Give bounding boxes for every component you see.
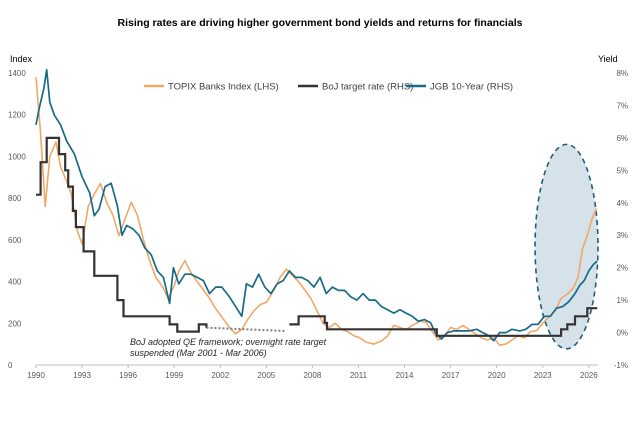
annotation-line: BoJ adopted QE framework; overnight rate… bbox=[130, 337, 327, 347]
x-tick-label: 2023 bbox=[534, 371, 552, 380]
y-left-tick-label: 1200 bbox=[8, 111, 26, 120]
x-tick-label: 2026 bbox=[580, 371, 598, 380]
boj-rate-line-post-2006 bbox=[289, 307, 598, 337]
y-right-tick-label: 2% bbox=[616, 264, 628, 273]
y-right-tick-label: 0% bbox=[616, 329, 628, 338]
y-axis-left-label: Index bbox=[10, 54, 33, 64]
y-left-tick-label: 1400 bbox=[8, 69, 26, 78]
annotation: BoJ adopted QE framework; overnight rate… bbox=[130, 337, 327, 358]
y-left-tick-label: 800 bbox=[8, 194, 22, 203]
boj-rate-line bbox=[36, 136, 208, 333]
x-tick-label: 2011 bbox=[350, 371, 368, 380]
y-right-tick-label: 3% bbox=[616, 231, 628, 240]
jgb-10y-line bbox=[35, 68, 598, 342]
y-left-tick-label: 1000 bbox=[8, 152, 26, 161]
chart-title: Rising rates are driving higher governme… bbox=[118, 17, 523, 29]
y-right-tick-label: 1% bbox=[616, 296, 628, 305]
y-right-tick-label: 7% bbox=[616, 101, 628, 110]
legend-label: BoJ target rate (RHS) bbox=[322, 82, 413, 93]
y-right-tick-label: -1% bbox=[614, 361, 628, 370]
highlight-ellipse bbox=[534, 143, 599, 350]
y-right-tick-label: 4% bbox=[616, 199, 628, 208]
x-tick-label: 2020 bbox=[488, 371, 506, 380]
axes-layer: 1990 1993 1996 1999 2002 2005 2008 2011 2014 2017… bbox=[8, 69, 628, 380]
boj-rate-suspended-dotted bbox=[206, 326, 285, 332]
legend-label: JGB 10-Year (RHS) bbox=[430, 82, 513, 93]
annotation-line: suspended (Mar 2001 - Mar 2006) bbox=[130, 348, 267, 358]
y-right-tick-label: 6% bbox=[616, 134, 628, 143]
x-tick-label: 2017 bbox=[442, 371, 460, 380]
x-tick-label: 2005 bbox=[257, 371, 275, 380]
y-left-tick-label: 0 bbox=[8, 361, 13, 370]
y-left-tick-label: 400 bbox=[8, 278, 22, 287]
y-right-tick-label: 5% bbox=[616, 166, 628, 175]
y-left-tick-label: 600 bbox=[8, 236, 22, 245]
x-tick-label: 2002 bbox=[211, 371, 229, 380]
highlight-layer bbox=[534, 143, 599, 350]
y-right-tick-label: 8% bbox=[616, 69, 628, 78]
x-tick-label: 1990 bbox=[27, 371, 45, 380]
y-left-tick-label: 200 bbox=[8, 319, 22, 328]
x-tick-label: 1996 bbox=[119, 371, 137, 380]
x-tick-label: 2008 bbox=[303, 371, 321, 380]
legend: TOPIX Banks Index (LHS) BoJ target rate (… bbox=[144, 82, 513, 93]
x-tick-label: 1999 bbox=[165, 371, 183, 380]
y-axis-right-label: Yield bbox=[598, 54, 618, 64]
x-tick-label: 2014 bbox=[396, 371, 414, 380]
series-layer bbox=[35, 68, 598, 346]
x-tick-label: 1993 bbox=[73, 371, 91, 380]
legend-label: TOPIX Banks Index (LHS) bbox=[168, 82, 279, 93]
topix-banks-line bbox=[35, 77, 598, 346]
